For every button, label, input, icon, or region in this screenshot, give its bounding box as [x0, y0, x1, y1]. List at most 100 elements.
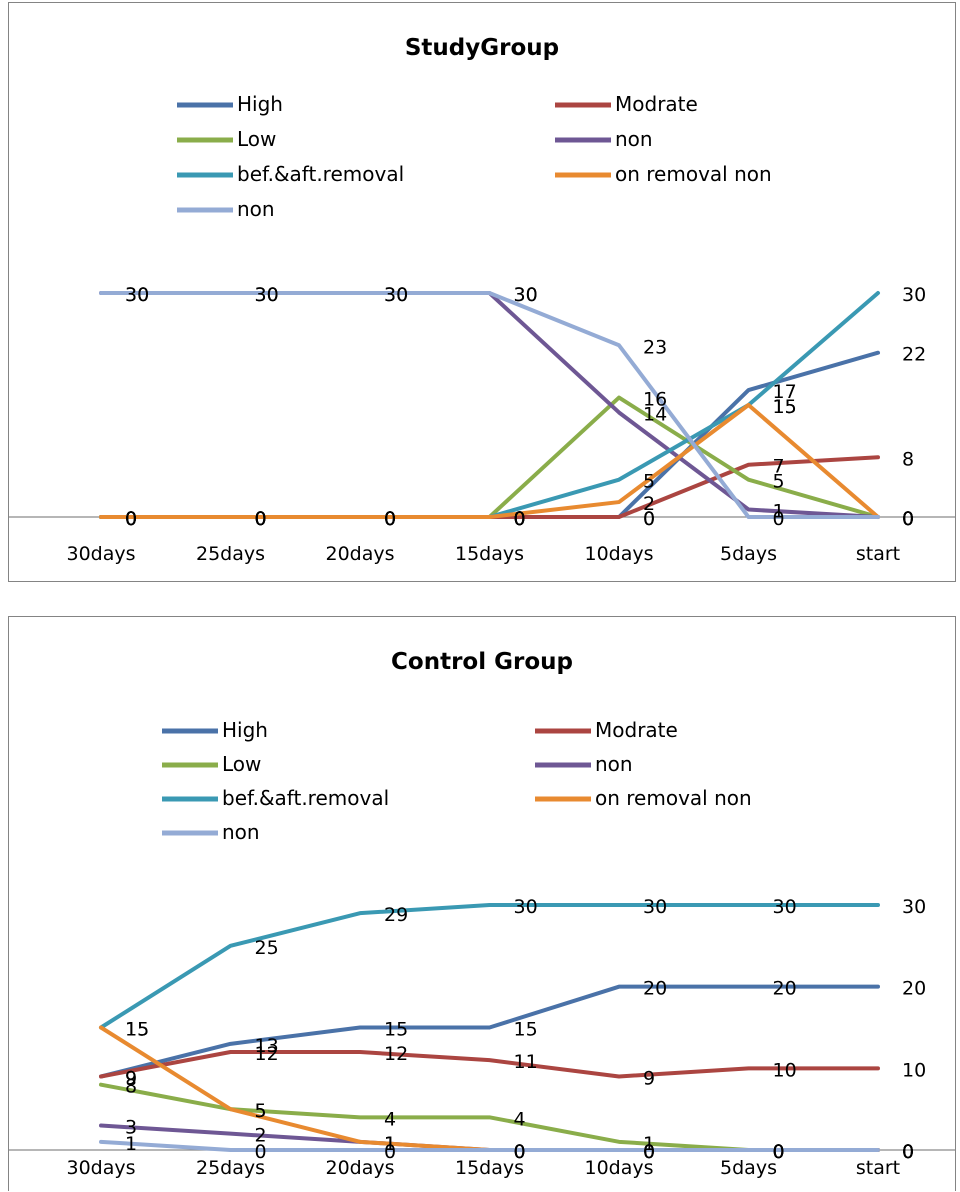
x-tick-label: 25days: [196, 1157, 265, 1179]
data-label: 9: [643, 1068, 655, 1090]
data-label: 0: [514, 1141, 526, 1163]
data-label: 5: [773, 471, 785, 493]
data-label: 0: [514, 1141, 526, 1163]
legend-label: High: [237, 92, 283, 116]
legend-item-on-removal-non-5: on removal non: [555, 162, 772, 186]
data-label: 0: [125, 508, 137, 530]
control-group-chart: Control Group High Modrate Low non bef.&aft.r…: [8, 616, 956, 1191]
data-label: 0: [514, 1141, 526, 1163]
data-label: 0: [125, 508, 137, 530]
legend-label: non: [595, 752, 633, 776]
data-label: 4: [514, 1108, 526, 1130]
data-label: 0: [902, 1141, 914, 1163]
data-label: 1: [773, 501, 785, 523]
x-tick-label: 5days: [720, 1157, 777, 1179]
data-label: 20: [902, 978, 926, 1000]
data-label: 30: [255, 284, 279, 306]
series-line-high-0: [99, 350, 880, 519]
x-tick-label: 5days: [720, 543, 777, 565]
legend-item-bef-aft-removal-4: bef.&aft.removal: [177, 162, 404, 186]
data-label: 15: [514, 1019, 538, 1041]
data-label: 0: [902, 1141, 914, 1163]
data-label: 0: [902, 1141, 914, 1163]
data-label: 0: [643, 1141, 655, 1163]
data-label: 8: [125, 1076, 137, 1098]
data-label: 4: [384, 1108, 396, 1130]
data-label: 0: [384, 508, 396, 530]
data-label: 25: [255, 937, 279, 959]
data-label: 0: [902, 508, 914, 530]
data-label: 0: [384, 508, 396, 530]
data-label: 15: [125, 1019, 149, 1041]
series-line-low-2: [99, 1082, 880, 1152]
data-label: 3: [125, 1117, 137, 1139]
data-label: 0: [255, 508, 267, 530]
data-label: 0: [902, 508, 914, 530]
data-label: 22: [902, 344, 926, 366]
data-label: 30: [384, 284, 408, 306]
data-label: 0: [384, 508, 396, 530]
data-label: 30: [255, 284, 279, 306]
data-label: 0: [514, 508, 526, 530]
data-label: 30: [514, 284, 538, 306]
x-tick-label: 20days: [325, 543, 394, 565]
data-label: 0: [902, 1141, 914, 1163]
x-tick-label: 15days: [455, 543, 524, 565]
study-group-chart-svg: StudyGroup High Modrate Low non bef.&aft.remo…: [9, 35, 955, 565]
series-line-non-6: [99, 291, 880, 519]
data-label: 30: [125, 284, 149, 306]
series-line-non-6: [99, 1139, 880, 1152]
control-group-chart-svg: Control Group High Modrate Low non bef.&aft.r…: [9, 649, 955, 1179]
legend-label: non: [615, 127, 653, 151]
data-label: 14: [643, 403, 667, 425]
legend-label: Modrate: [615, 92, 698, 116]
data-label: 23: [643, 336, 667, 358]
legend-label: on removal non: [615, 162, 772, 186]
data-label: 0: [902, 508, 914, 530]
legend-label: High: [222, 718, 268, 742]
data-label: 0: [643, 1141, 655, 1163]
data-label: 2: [643, 493, 655, 515]
data-label: 0: [773, 508, 785, 530]
x-tick-label: 10days: [584, 1157, 653, 1179]
data-label: 0: [384, 508, 396, 530]
data-label: 0: [643, 508, 655, 530]
data-label: 5: [643, 471, 655, 493]
data-label: 0: [255, 508, 267, 530]
study-group-chart: StudyGroup High Modrate Low non bef.&aft.remo…: [8, 2, 956, 582]
legend-item-non-6: non: [177, 197, 275, 221]
x-tick-label: 30days: [66, 1157, 135, 1179]
data-label: 30: [902, 284, 926, 306]
data-label: 1: [384, 1133, 396, 1155]
series-line-modrate-1: [99, 455, 880, 519]
data-label: 15: [773, 396, 797, 418]
legend-item-high-0: High: [177, 92, 283, 116]
data-label: 30: [902, 896, 926, 918]
chart-title: StudyGroup: [405, 35, 559, 61]
data-label: 0: [255, 508, 267, 530]
data-label: 20: [773, 978, 797, 1000]
legend-item-modrate-1: Modrate: [555, 92, 698, 116]
data-label: 0: [125, 508, 137, 530]
data-label: 0: [514, 508, 526, 530]
data-label: 1: [643, 1133, 655, 1155]
data-label: 8: [902, 448, 914, 470]
data-label: 9: [125, 1068, 137, 1090]
data-label: 1: [125, 1133, 137, 1155]
data-label: 29: [384, 904, 408, 926]
legend-label: non: [237, 197, 275, 221]
data-label: 12: [384, 1043, 408, 1065]
x-tick-label: 30days: [66, 543, 135, 565]
data-label: 13: [255, 1035, 279, 1057]
data-label: 0: [125, 508, 137, 530]
data-label: 30: [514, 284, 538, 306]
data-label: 1: [384, 1133, 396, 1155]
data-label: 5: [255, 1100, 267, 1122]
series-line-modrate-1: [99, 1050, 880, 1079]
series-line-on-removal-non-5: [99, 403, 880, 519]
data-label: 0: [643, 508, 655, 530]
data-label: 9: [125, 1068, 137, 1090]
data-label: 20: [643, 978, 667, 1000]
data-label: 30: [643, 896, 667, 918]
x-tick-label: 10days: [584, 543, 653, 565]
